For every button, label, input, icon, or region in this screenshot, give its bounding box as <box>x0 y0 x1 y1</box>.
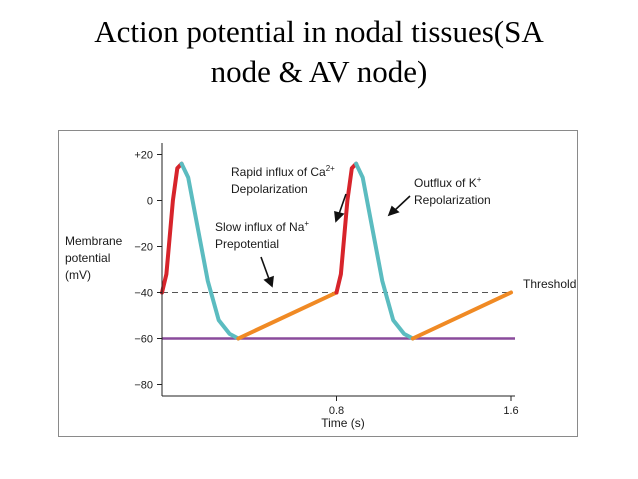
x-tick-label: 0.8 <box>329 405 344 417</box>
annotation-k-outflux-line-1: Outflux of K+ <box>414 175 482 190</box>
arrow-na-influx <box>260 256 270 280</box>
repolarization-segment-1 <box>179 161 241 341</box>
x-tick-label: 1.6 <box>503 405 518 417</box>
annotation-ca-influx-line-1: Rapid influx of Ca2+ <box>231 164 335 179</box>
annotation-na-influx-line-2: Prepotential <box>215 237 279 251</box>
y-tick-label: −80 <box>134 380 153 392</box>
depolarization-segment-0 <box>160 161 184 295</box>
annotation-k-outflux-line-2: Repolarization <box>414 193 491 207</box>
slide-title-line-2: node & AV node) <box>210 54 428 89</box>
action-potential-chart: +20 0 −20 −40 −60 −80 0.8 1.6 Membrane potentia… <box>65 143 576 430</box>
arrow-ca-influx <box>338 193 347 215</box>
prepotential-segment-5 <box>410 290 513 341</box>
arrow-k-outflux-head <box>387 205 400 217</box>
y-axis-label-line-2: potential <box>65 251 110 265</box>
depolarization-segment-3 <box>334 161 359 295</box>
prepotential-segment-2 <box>236 290 339 341</box>
y-axis-label-line-3: (mV) <box>65 268 91 282</box>
slide-title: Action potential in nodal tissues(SA nod… <box>0 12 638 92</box>
slide-title-line-1: Action potential in nodal tissues(SA <box>94 14 544 49</box>
y-tick-label: 0 <box>147 196 153 208</box>
y-tick-label: −40 <box>134 288 153 300</box>
arrow-na-influx-head <box>263 275 274 288</box>
chart-frame: +20 0 −20 −40 −60 −80 0.8 1.6 Membrane potentia… <box>58 130 578 437</box>
annotation-ca-influx-line-2: Depolarization <box>231 182 308 196</box>
y-axis-label-line-1: Membrane <box>65 234 123 248</box>
x-axis-label: Time (s) <box>321 416 365 430</box>
y-tick-label: −20 <box>134 242 153 254</box>
y-tick-label: −60 <box>134 334 153 346</box>
y-tick-label: +20 <box>134 150 153 162</box>
arrow-ca-influx-head <box>334 210 345 223</box>
repolarization-segment-4 <box>354 161 415 341</box>
annotation-arrows <box>260 193 411 288</box>
annotation-na-influx-line-1: Slow influx of Na+ <box>215 219 309 234</box>
arrow-k-outflux <box>393 195 411 212</box>
threshold-label: Threshold <box>523 277 576 291</box>
